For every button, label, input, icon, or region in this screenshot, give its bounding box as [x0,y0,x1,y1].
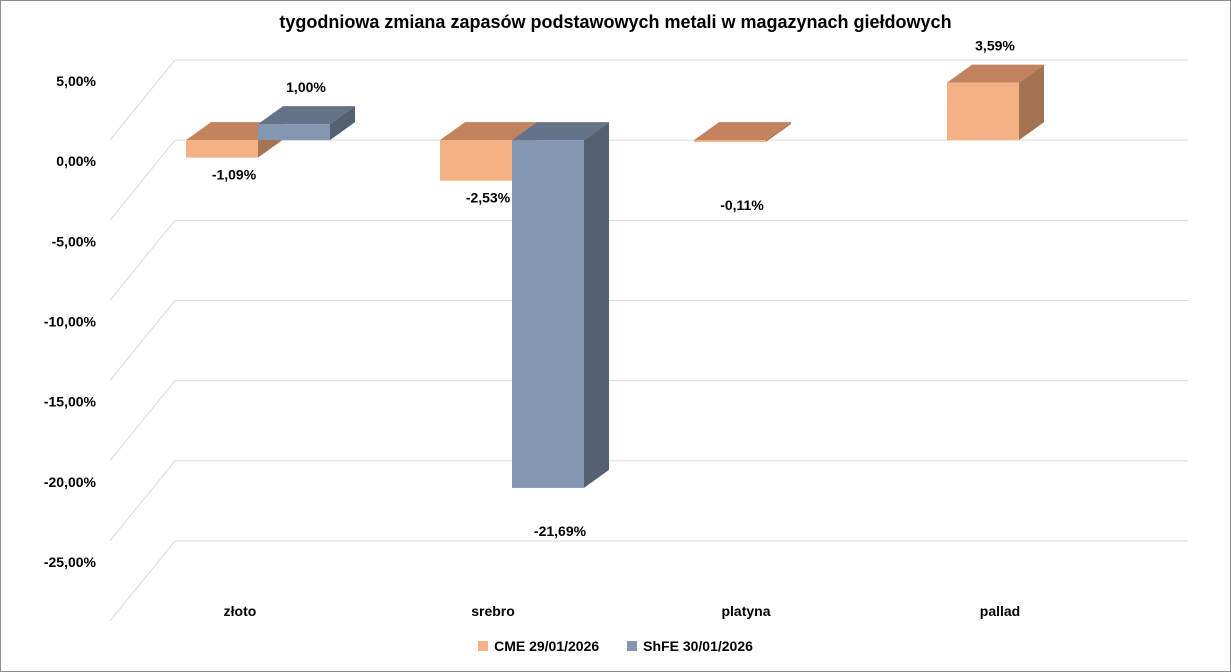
bar-top-cme-3 [947,64,1044,83]
bar-cme-0 [186,140,258,158]
gridline-diagonal-m10 [109,300,176,381]
y-tick-label: -15,00% [44,394,97,410]
y-tick-label: -20,00% [44,474,97,490]
data-label-cme-2: -0,11% [720,197,764,213]
bar-cme-3 [947,82,1019,141]
gridline-diagonal-m5 [109,220,176,301]
bar-cme-2 [694,140,766,142]
data-label-shfe-1: -21,69% [534,523,587,539]
data-label-cme-0: -1,09% [212,167,257,183]
legend-item-shfe: ShFE 30/01/2026 [627,638,753,654]
x-tick-label: srebro [471,603,515,619]
y-tick-label: -5,00% [52,233,97,249]
bar-side-cme-2 [766,122,791,142]
gridline-diagonal-5 [109,59,176,141]
legend-item-cme: CME 29/01/2026 [478,638,599,654]
data-label-cme-3: 3,59% [975,38,1015,54]
bar-top-shfe-0 [258,106,355,125]
bar-shfe-1 [512,140,584,488]
gridline-diagonal-m25 [109,540,176,622]
legend-label-cme: CME 29/01/2026 [494,638,600,654]
bar-top-shfe-1 [512,122,609,141]
legend-swatch-cme [478,641,489,651]
data-label-shfe-0: 1,00% [286,79,326,95]
bar-shfe-0 [258,124,330,141]
y-tick-label: -10,00% [44,314,97,330]
y-tick-label: 5,00% [56,73,96,89]
gridline-diagonal-m15 [109,380,176,461]
y-tick-label: -25,00% [44,554,97,570]
chart-title: tygodniowa zmiana zapasów podstawowych m… [279,12,952,32]
x-tick-label: złoto [224,603,257,619]
bar-side-shfe-1 [584,122,609,488]
y-tick-label: 0,00% [56,153,96,169]
bar-top-cme-1 [440,122,537,141]
gridline-diagonal-0 [109,139,176,221]
legend: CME 29/01/2026 ShFE 30/01/2026 [0,638,1231,654]
legend-swatch-shfe [627,641,638,651]
gridline-diagonal-m20 [109,460,176,542]
bar-side-shfe-0 [330,106,355,141]
data-label-cme-1: -2,53% [466,190,511,206]
x-tick-label: platyna [721,603,770,619]
bar-top-cme-2 [694,122,791,141]
bar-cme-1 [440,140,512,181]
x-tick-label: pallad [980,603,1020,619]
bar-side-cme-3 [1019,64,1044,141]
legend-label-shfe: ShFE 30/01/2026 [643,638,753,654]
